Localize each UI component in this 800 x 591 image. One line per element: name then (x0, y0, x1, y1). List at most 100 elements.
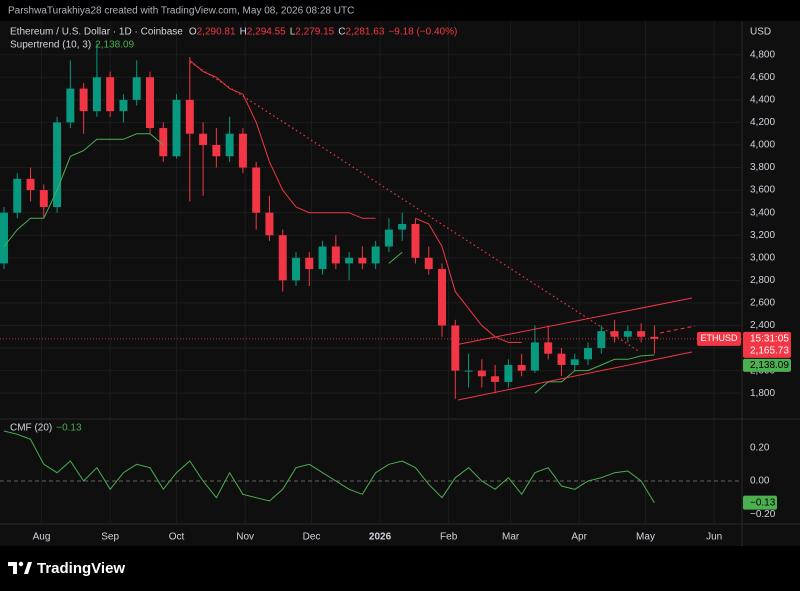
candle-body (544, 342, 553, 354)
candle-body (278, 235, 287, 281)
y-tick-label: 3,600 (750, 185, 775, 196)
candle-body (252, 167, 261, 213)
logo-text: TradingView (37, 560, 125, 577)
channel-lower (457, 351, 693, 401)
y-tick-label: 4,800 (750, 49, 775, 60)
candle-body (185, 99, 194, 134)
candle-body (92, 77, 101, 112)
candle-body (292, 257, 300, 281)
x-tick-label: Dec (303, 532, 321, 543)
cmf-tag (743, 495, 777, 510)
supertrend-name: Supertrend (10, 3) (10, 40, 91, 51)
x-tick-label: Aug (33, 532, 51, 543)
candle-body (557, 353, 566, 365)
x-tick-label: Apr (571, 532, 587, 543)
candle-body (610, 331, 619, 337)
y-tick-label: 3,800 (750, 162, 775, 173)
x-tick-label: Feb (440, 532, 458, 543)
candle-body (597, 331, 606, 349)
candle-body (331, 246, 340, 264)
candle-body (398, 223, 407, 230)
price-tag (743, 331, 791, 358)
x-tick-label: May (636, 532, 655, 543)
logo-mark (8, 562, 17, 574)
candle-body (477, 370, 486, 377)
quote-key: O (189, 27, 197, 38)
y-tick-label: 3,400 (750, 207, 775, 218)
supertrend-tag (743, 358, 791, 372)
y-tick-label: 2,800 (750, 275, 775, 286)
candle-body (345, 257, 354, 264)
y-tick-label: 1,800 (750, 388, 775, 399)
cmf-value: −0.13 (56, 423, 82, 434)
channel-upper (454, 297, 693, 346)
x-tick-label: Oct (169, 532, 185, 543)
y-tick-label: 4,000 (750, 140, 775, 151)
symbol-title: Ethereum / U.S. Dollar · 1D · Coinbase (10, 27, 183, 38)
candle-body (464, 370, 473, 372)
header: ParshwaTurakhiya28 created with TradingV… (8, 6, 354, 17)
cmf-tag-text: −0.13 (750, 497, 776, 508)
y-tick-label: 4,600 (750, 72, 775, 83)
quote-change: −9.18 (−0.40%) (388, 27, 457, 38)
candle-body (53, 122, 62, 208)
y-tick-label: 4,200 (750, 117, 775, 128)
trend-line (189, 61, 641, 353)
y-tick-label: 2,400 (750, 320, 775, 331)
legend: Ethereum / U.S. Dollar · 1D · Coinbase O 2… (10, 27, 457, 434)
price-tag-text: 2,165.73 (750, 345, 789, 356)
cmf-tick-label: −0.20 (750, 509, 776, 520)
candle-body (517, 364, 526, 371)
y-tick-label: 3,200 (750, 230, 775, 241)
cmf-line (3, 430, 655, 503)
candle-body (318, 246, 327, 270)
candle-body (637, 331, 646, 337)
candle-body (358, 257, 367, 264)
supertrend-up (3, 133, 655, 394)
quote-key: C (338, 27, 345, 38)
logo: TradingView (8, 560, 125, 577)
cmf-tick-label: 0.00 (750, 476, 770, 487)
candle-body (491, 376, 500, 382)
cmf-tick-label: 0.20 (750, 442, 770, 453)
candle-body (623, 331, 632, 337)
candle-body (371, 246, 380, 264)
candle-body (0, 212, 8, 264)
candle-body (172, 99, 181, 157)
currency: USD (750, 27, 771, 38)
candle-body (225, 133, 234, 157)
logo-mark (18, 561, 24, 567)
marks (0, 43, 742, 503)
candle-body (424, 257, 433, 270)
countdown: 15:31:05 (750, 333, 789, 344)
x-tick-label: Nov (236, 532, 254, 543)
x-tick-label: Mar (502, 532, 520, 543)
candle-body (66, 88, 75, 123)
quote-value: 2,294.55 (247, 27, 286, 38)
candle-body (146, 77, 154, 129)
supertrend-value: 2,138.09 (95, 40, 134, 51)
candle-body (26, 178, 35, 191)
candle-body (132, 77, 141, 100)
candle-body (305, 257, 314, 270)
candle-body (530, 342, 539, 371)
x-tick-label: 2026 (369, 532, 392, 543)
quote-key: L (290, 27, 296, 38)
candle-body (451, 325, 460, 371)
candle-body (212, 144, 221, 157)
candle-body (159, 128, 168, 157)
price-axis-background (742, 21, 800, 546)
candle-body (438, 269, 446, 326)
candle-body (570, 359, 579, 365)
candle-body (13, 178, 22, 213)
x-tick-label: Sep (101, 532, 119, 543)
logo-mark (24, 562, 32, 574)
candle-body (265, 212, 274, 236)
quote-value: 2,281.63 (345, 27, 384, 38)
y-tick-label: 4,400 (750, 94, 775, 105)
supertrend-down (189, 60, 522, 343)
supertrend-tag-text: 2,138.09 (750, 360, 789, 371)
channel-extension (659, 325, 696, 334)
